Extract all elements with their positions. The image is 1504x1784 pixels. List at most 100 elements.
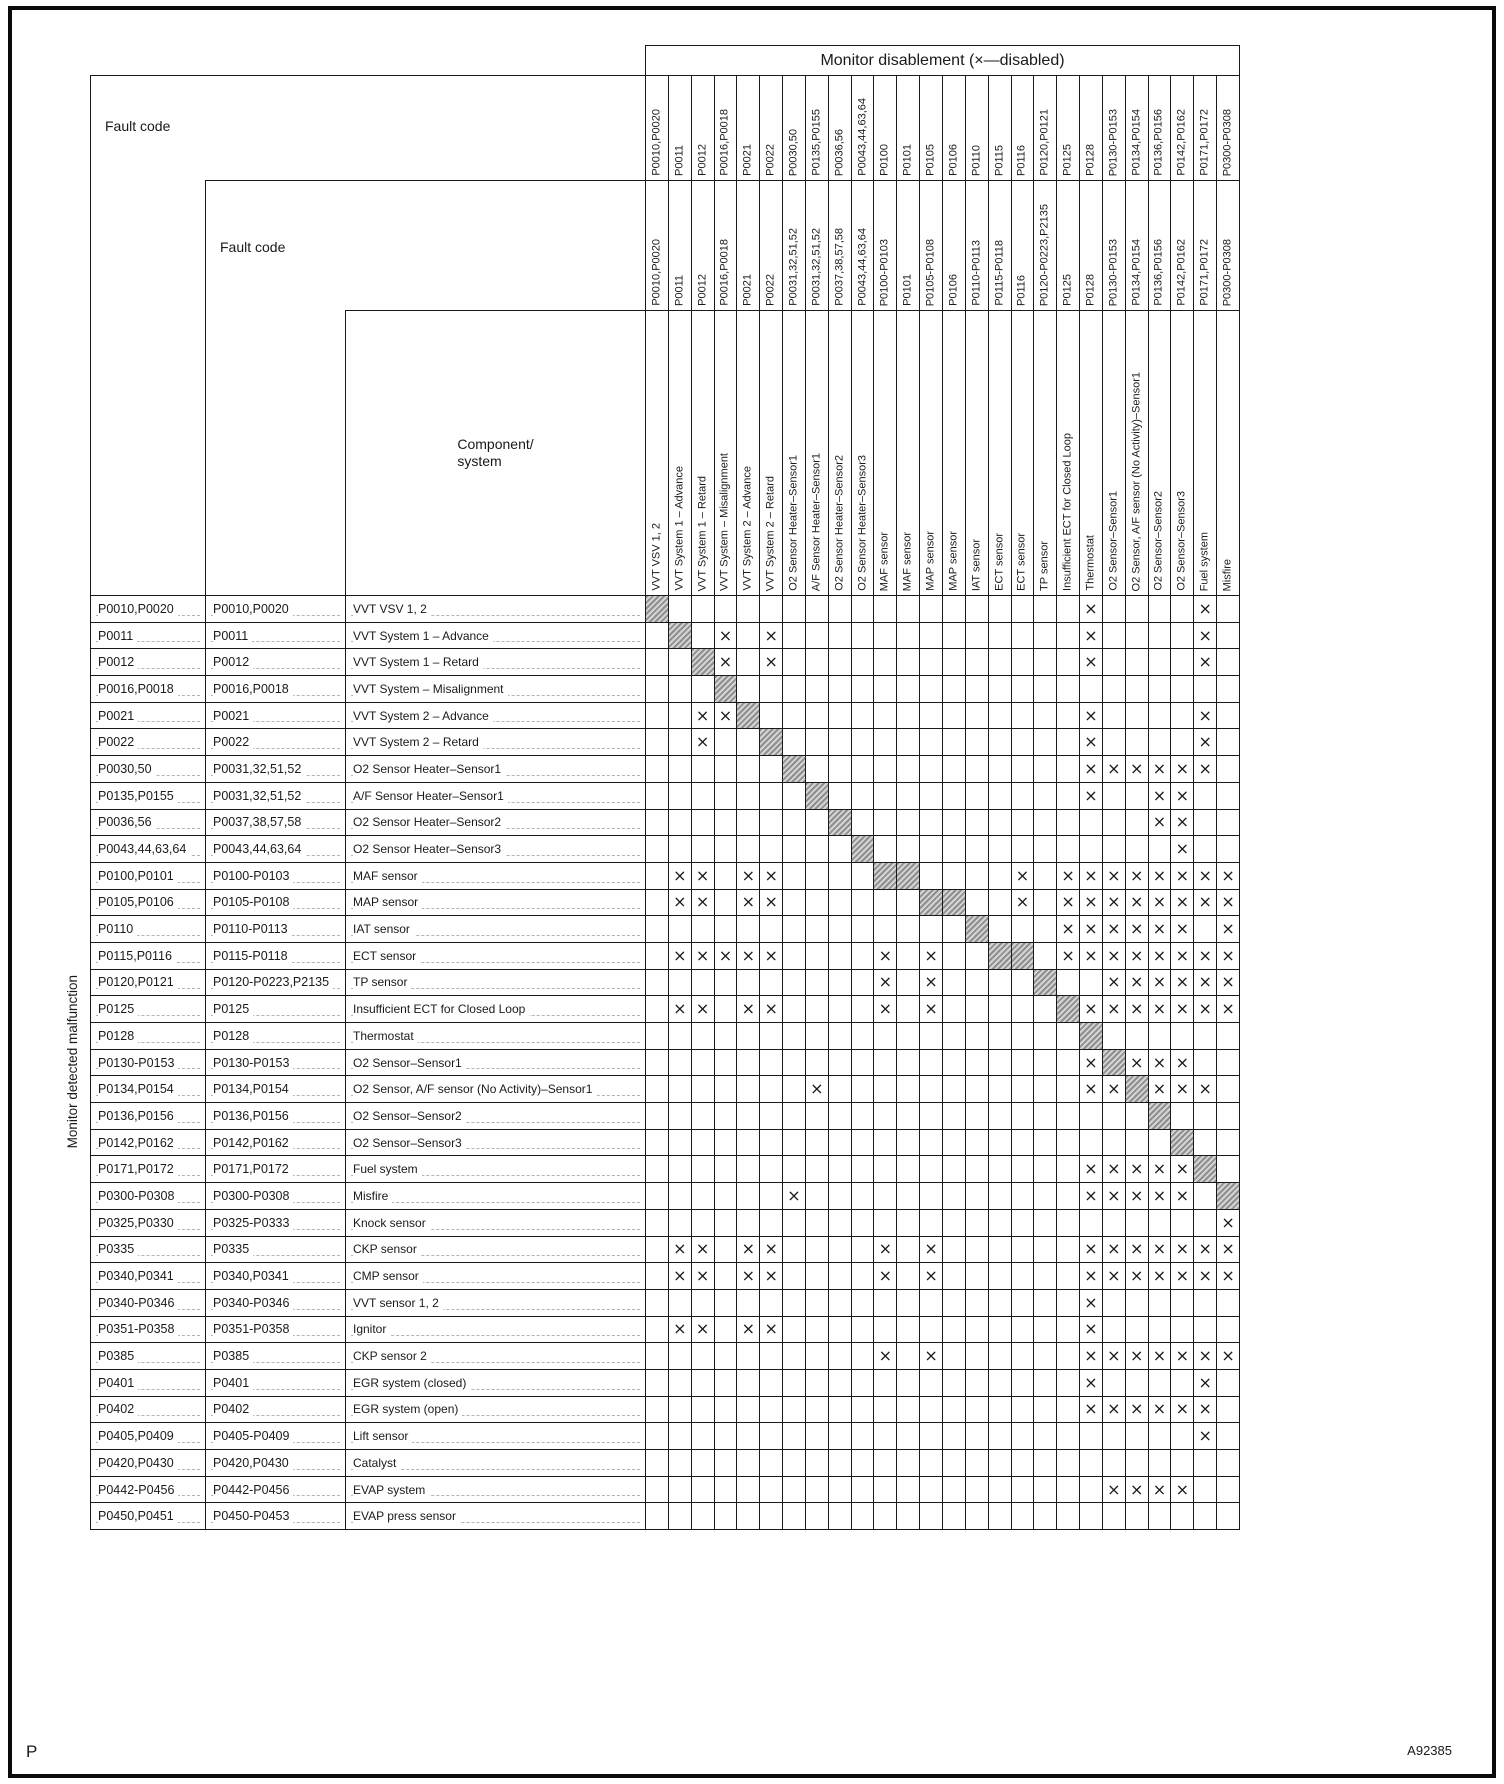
col-fault-code-2-cell: P0125 (1057, 180, 1080, 310)
col-fault-code-2-cell: P0016,P0018 (714, 180, 737, 310)
x-mark: × (1061, 919, 1075, 939)
x-mark: × (1221, 865, 1235, 885)
matrix-col-header-10: P0043,44,63,64 P0043,44,63,64 O2 Sensor He… (850, 75, 874, 595)
matrix-cell (736, 729, 759, 756)
row-fault-code-1: P0136,P0156 (90, 1103, 205, 1129)
x-mark: × (1221, 1346, 1235, 1366)
matrix-cell (782, 916, 805, 942)
matrix-cell (667, 729, 691, 756)
col-fault-code-1-cell: P0030,50 (783, 75, 805, 180)
matrix-cell (964, 756, 988, 782)
matrix-cell (1124, 1503, 1148, 1530)
row-component: VVT System 1 – Retard (345, 649, 645, 676)
matrix-cell (941, 596, 965, 622)
matrix-cell (896, 1396, 919, 1423)
disabled-mark-cell: × (1124, 969, 1148, 996)
row-component: O2 Sensor Heater–Sensor1 (345, 756, 645, 782)
disabled-mark-cell: × (690, 889, 714, 916)
disabled-mark-cell: × (759, 649, 782, 676)
matrix-cell (645, 702, 668, 729)
col-fault-code-1-label: P0105 (924, 144, 937, 176)
matrix-cell (827, 622, 851, 649)
matrix-cell (941, 1503, 965, 1530)
matrix-cell (713, 1263, 737, 1289)
x-mark: × (1129, 972, 1144, 992)
matrix-cell (1193, 809, 1216, 836)
matrix-col-header-5: P0021 P0021 VVT System 2 – Advance (736, 75, 760, 595)
matrix-cell (736, 1503, 759, 1530)
matrix-cell (736, 1343, 759, 1369)
matrix-cell (713, 1450, 737, 1476)
col-fault-code-1-label: P0021 (741, 144, 754, 176)
col-fault-code-1-label: P0128 (1084, 144, 1097, 176)
disabled-mark-cell: × (713, 649, 737, 676)
row-fault-code-2: P0031,32,51,52 (205, 782, 345, 809)
table-row: P0115,P0116 P0115-P0118 ECT sensor × × × × × × × ×… (90, 941, 1240, 969)
col-fault-code-1-label: P0136,P0156 (1152, 109, 1165, 176)
row-fault-code-1-text: P0125 (98, 1002, 139, 1017)
matrix-cell (1033, 702, 1056, 729)
col-component-label: O2 Sensor Heater–Sensor3 (856, 455, 869, 591)
matrix-cell (896, 782, 919, 809)
table-row: P0136,P0156 P0136,P0156 O2 Sensor–Sensor2 (90, 1102, 1240, 1129)
matrix-cell (1010, 1476, 1034, 1503)
matrix-cell (713, 889, 737, 916)
matrix-cell (896, 1263, 919, 1289)
matrix-cell (1056, 1183, 1079, 1209)
x-mark: × (1129, 865, 1144, 885)
matrix-cell (827, 729, 851, 756)
matrix-cell (1101, 1129, 1125, 1156)
matrix-cell (941, 622, 965, 649)
row-component: EGR system (closed) (345, 1369, 645, 1396)
matrix-header-row: P0010,P0020 P0010,P0020 VVT VSV 1, 2 P0011 P… (645, 75, 1240, 595)
matrix-cell (896, 1450, 919, 1476)
row-fault-code-2: P0340,P0341 (205, 1263, 345, 1289)
table-row: P0135,P0155 P0031,32,51,52 A/F Sensor Heat… (90, 781, 1240, 809)
col-component-label: MAP sensor (924, 531, 937, 591)
x-mark: × (741, 1319, 755, 1339)
col-fault-code-1-cell: P0043,44,63,64 (851, 75, 874, 180)
table-title: Monitor disablement (×—disabled) (645, 45, 1240, 75)
col-fault-code-1-cell: P0010,P0020 (646, 75, 668, 180)
matrix-cell (667, 1049, 691, 1076)
disabled-mark-cell: × (713, 942, 737, 969)
matrix-cell (1147, 1423, 1171, 1449)
matrix-cell (1010, 1503, 1034, 1530)
matrix-cell (804, 1343, 828, 1369)
disabled-mark-cell: × (1170, 1396, 1193, 1423)
matrix-cell (827, 1316, 851, 1343)
matrix-cell (804, 1209, 828, 1236)
col-component-label: ECT sensor (993, 533, 1006, 591)
col-fault-code-1-label: P0130-P0153 (1107, 108, 1120, 176)
row-component-text: Ignitor (353, 1322, 391, 1337)
x-mark: × (695, 999, 710, 1019)
matrix-cell (667, 756, 691, 782)
matrix-cell (645, 1129, 668, 1156)
matrix-cell (736, 1369, 759, 1396)
matrix-cell (690, 1396, 714, 1423)
matrix-cell (804, 1103, 828, 1129)
disabled-mark-cell: × (1079, 596, 1102, 622)
x-mark: × (1175, 919, 1190, 939)
col-component-cell: IAT sensor (965, 310, 988, 595)
col-fault-code-2-label: P0016,P0018 (718, 239, 731, 306)
row-fault-code-1-text: P0136,P0156 (98, 1108, 178, 1123)
col-fault-code-1-cell: P0106 (942, 75, 965, 180)
col-component-cell: VVT System 2 – Retard (760, 310, 783, 595)
disabled-mark-cell: × (1193, 942, 1216, 969)
col-fault-code-2-label: P0300-P0308 (1221, 238, 1234, 306)
col-fault-code-1-cell: P0022 (760, 75, 783, 180)
matrix-cell (850, 1450, 874, 1476)
col-component-label: Thermostat (1084, 535, 1097, 591)
table-row: P0340,P0341 P0340,P0341 CMP sensor × × × × × × × ×… (90, 1262, 1240, 1289)
row-fault-code-1: P0340,P0341 (90, 1263, 205, 1289)
row-fault-code-1: P0105,P0106 (90, 889, 205, 916)
col-fault-code-1-cell: P0021 (737, 75, 760, 180)
matrix-cell (850, 1076, 874, 1103)
matrix-cell (1010, 1076, 1034, 1103)
row-fault-code-1: P0012 (90, 649, 205, 676)
row-fault-code-1: P0016,P0018 (90, 676, 205, 702)
col-component-cell: VVT System 1 – Retard (691, 310, 714, 595)
x-mark: × (1084, 865, 1098, 885)
matrix-cell (1010, 756, 1034, 782)
